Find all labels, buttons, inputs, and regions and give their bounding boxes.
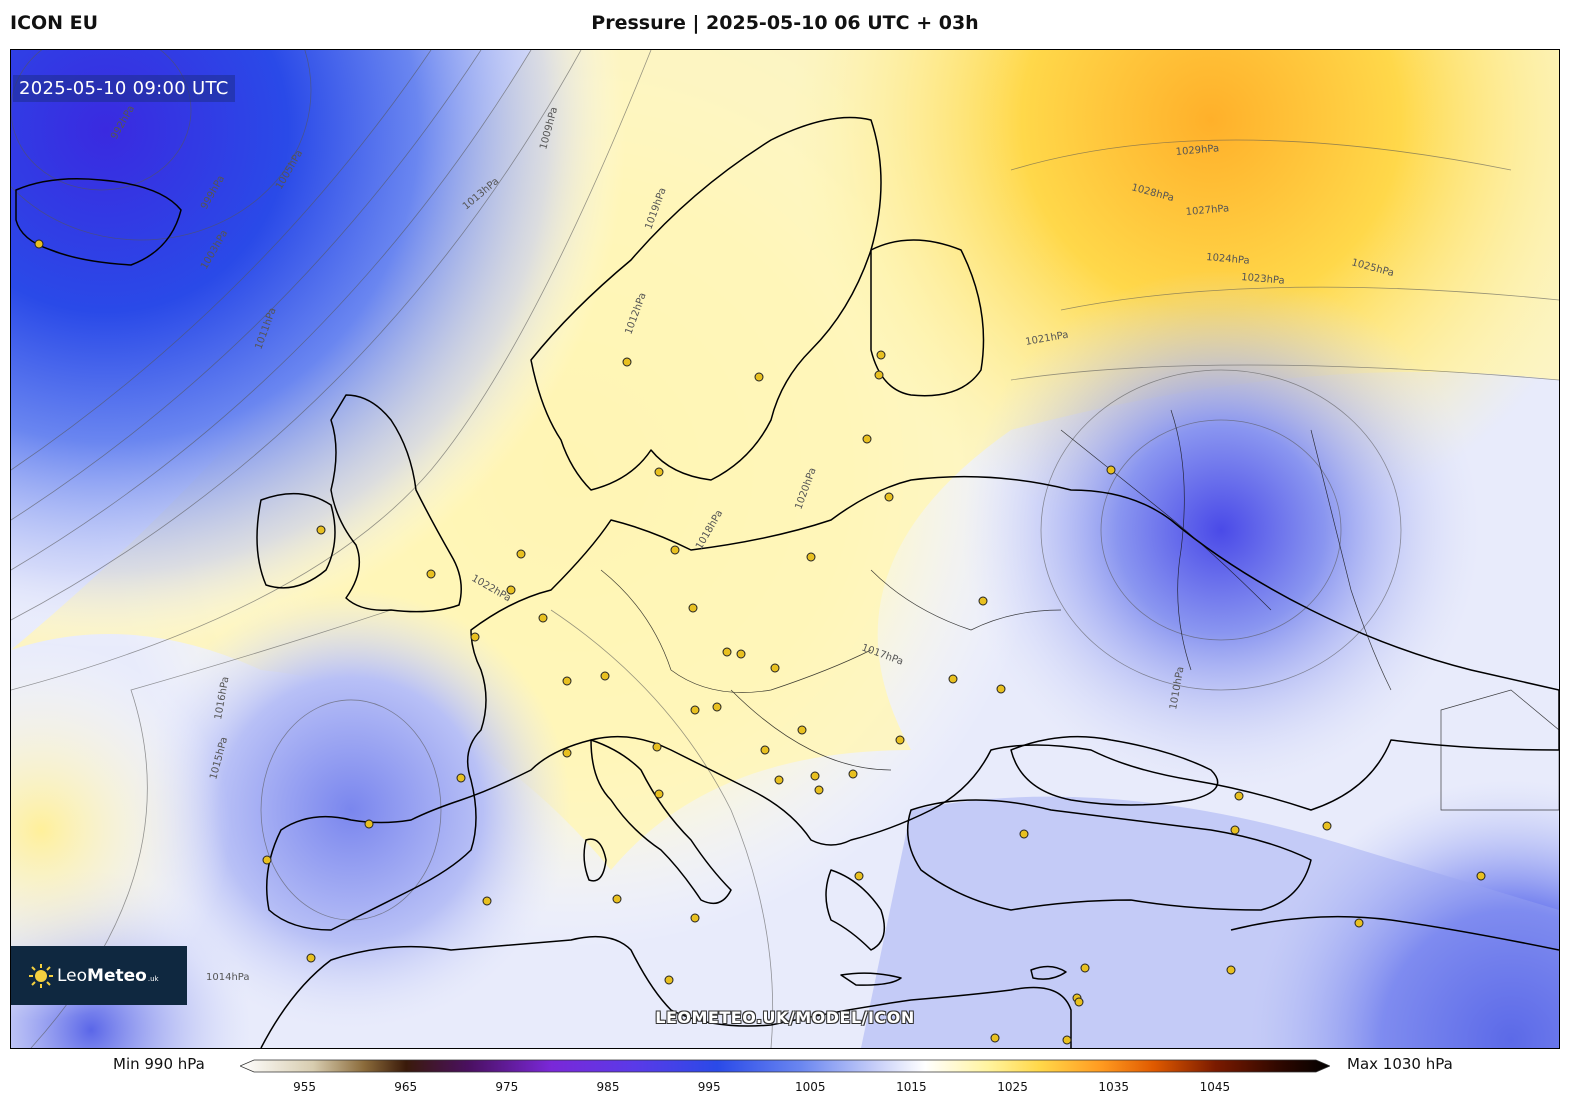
colorbar-gradient bbox=[240, 1059, 1330, 1073]
city-marker[interactable] bbox=[760, 745, 770, 755]
city-marker[interactable] bbox=[622, 357, 632, 367]
model-name: ICON EU bbox=[10, 12, 99, 34]
city-marker[interactable] bbox=[1019, 829, 1029, 839]
colorbar-tick-label: 1025 bbox=[997, 1080, 1028, 1094]
city-marker[interactable] bbox=[1234, 791, 1244, 801]
city-marker[interactable] bbox=[848, 769, 858, 779]
city-marker[interactable] bbox=[562, 676, 572, 686]
city-marker[interactable] bbox=[736, 649, 746, 659]
colorbar-min-label: Min 990 hPa bbox=[113, 1055, 205, 1073]
city-marker[interactable] bbox=[797, 725, 807, 735]
city-marker[interactable] bbox=[262, 855, 272, 865]
city-marker[interactable] bbox=[810, 771, 820, 781]
city-marker[interactable] bbox=[1062, 1035, 1072, 1045]
city-marker[interactable] bbox=[506, 585, 516, 595]
city-marker[interactable] bbox=[1226, 965, 1236, 975]
city-marker[interactable] bbox=[688, 603, 698, 613]
city-marker[interactable] bbox=[754, 372, 764, 382]
source-watermark: LEOMETEO.UK/MODEL/ICON bbox=[655, 1008, 915, 1027]
city-marker[interactable] bbox=[1322, 821, 1332, 831]
city-marker[interactable] bbox=[806, 552, 816, 562]
city-marker[interactable] bbox=[426, 569, 436, 579]
city-marker[interactable] bbox=[712, 702, 722, 712]
city-marker[interactable] bbox=[690, 705, 700, 715]
city-marker[interactable] bbox=[482, 896, 492, 906]
city-marker[interactable] bbox=[364, 819, 374, 829]
city-marker[interactable] bbox=[978, 596, 988, 606]
chart-title: Pressure | 2025-05-10 06 UTC + 03h bbox=[591, 12, 979, 34]
city-marker[interactable] bbox=[884, 492, 894, 502]
city-marker[interactable] bbox=[1074, 997, 1084, 1007]
city-marker[interactable] bbox=[1080, 963, 1090, 973]
city-marker[interactable] bbox=[895, 735, 905, 745]
city-marker[interactable] bbox=[948, 674, 958, 684]
logo-text-bold: Meteo bbox=[87, 965, 147, 986]
pressure-map: 992hPa 999hPa 1003hPa 1005hPa 1009hPa 1010hPa… bbox=[10, 49, 1560, 1049]
city-marker[interactable] bbox=[34, 239, 44, 249]
city-marker[interactable] bbox=[652, 742, 662, 752]
isobar-label: 1014hPa bbox=[206, 972, 250, 983]
valid-time-label: 2025-05-10 09:00 UTC bbox=[13, 75, 235, 102]
isobar-label: 1027hPa bbox=[1185, 203, 1229, 218]
city-marker[interactable] bbox=[654, 789, 664, 799]
city-marker[interactable] bbox=[854, 871, 864, 881]
logo-suffix: .uk bbox=[147, 974, 159, 983]
city-marker[interactable] bbox=[774, 775, 784, 785]
colorbar-tick-label: 1045 bbox=[1199, 1080, 1231, 1094]
city-marker[interactable] bbox=[664, 975, 674, 985]
colorbar-max-label: Max 1030 hPa bbox=[1347, 1055, 1453, 1073]
city-markers bbox=[34, 239, 1486, 1045]
colorbar-tick-label: 965 bbox=[394, 1080, 418, 1094]
leometeo-logo[interactable]: Leo Meteo .uk bbox=[11, 946, 187, 1005]
city-marker[interactable] bbox=[1106, 465, 1116, 475]
city-marker[interactable] bbox=[306, 953, 316, 963]
city-marker[interactable] bbox=[654, 467, 664, 477]
colorbar-tick-label: 1005 bbox=[795, 1080, 826, 1094]
map-canvas: 992hPa999hPa1003hPa1005hPa1009hPa1010hPa… bbox=[11, 50, 1559, 1048]
city-marker[interactable] bbox=[562, 748, 572, 758]
city-marker[interactable] bbox=[516, 549, 526, 559]
colorbar-tick-label: 995 bbox=[697, 1080, 721, 1094]
colorbar-tick-label: 1035 bbox=[1098, 1080, 1129, 1094]
city-marker[interactable] bbox=[316, 525, 326, 535]
city-marker[interactable] bbox=[996, 684, 1006, 694]
city-marker[interactable] bbox=[722, 647, 732, 657]
colorbar-tick-label: 975 bbox=[495, 1080, 519, 1094]
city-marker[interactable] bbox=[456, 773, 466, 783]
city-marker[interactable] bbox=[538, 613, 548, 623]
city-marker[interactable] bbox=[1230, 825, 1240, 835]
isobar-label: 1029hPa bbox=[1175, 143, 1219, 158]
city-marker[interactable] bbox=[470, 632, 480, 642]
city-marker[interactable] bbox=[814, 785, 824, 795]
isobar-label: 1023hPa bbox=[1241, 272, 1285, 287]
colorbar bbox=[240, 1059, 1330, 1073]
colorbar-tick-label: 1015 bbox=[896, 1080, 927, 1094]
city-marker[interactable] bbox=[670, 545, 680, 555]
city-marker[interactable] bbox=[862, 434, 872, 444]
city-marker[interactable] bbox=[690, 913, 700, 923]
logo-text-light: Leo bbox=[57, 965, 88, 986]
city-marker[interactable] bbox=[1476, 871, 1486, 881]
colorbar-tick-label: 955 bbox=[293, 1080, 317, 1094]
city-marker[interactable] bbox=[990, 1033, 1000, 1043]
city-marker[interactable] bbox=[1354, 918, 1364, 928]
city-marker[interactable] bbox=[770, 663, 780, 673]
city-marker[interactable] bbox=[874, 370, 884, 380]
city-marker[interactable] bbox=[612, 894, 622, 904]
city-marker[interactable] bbox=[600, 671, 610, 681]
sun-icon bbox=[29, 963, 53, 988]
colorbar-tick-label: 985 bbox=[596, 1080, 620, 1094]
isobar-label: 1024hPa bbox=[1206, 252, 1250, 267]
city-marker[interactable] bbox=[876, 350, 886, 360]
